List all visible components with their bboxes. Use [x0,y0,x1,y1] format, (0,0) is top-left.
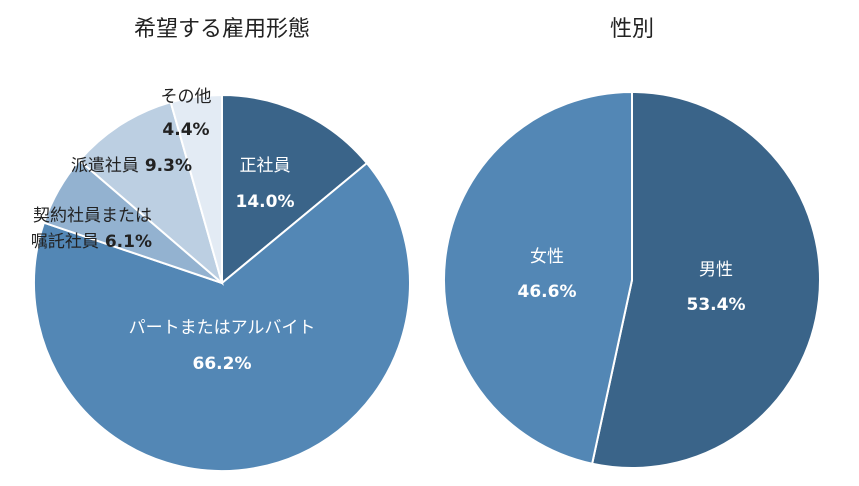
pie-slice-0-4 [169,93,223,284]
chart-title-gender: 性別 [610,17,654,42]
pie-slice-0-0 [221,93,369,286]
pie-slice-1-0 [590,90,821,469]
slice-value-0-0: 14.0% [236,192,295,212]
slice-value-1-1: 46.6% [518,282,577,302]
employment-pie [33,93,411,472]
slice-value-0-1: 66.2% [193,354,252,374]
slice-label-0-1: パートまたはアルバイト [129,318,316,338]
slice-label-1-0: 男性 [699,260,733,280]
gender-labels: 男性 53.4% 女性 46.6% [518,247,746,315]
slice-label-0-2: 契約社員または [33,206,152,226]
chart-title-employment: 希望する雇用形態 [134,17,310,42]
slice-value-0-4: 4.4% [162,120,209,140]
slice-label-0-0: 正社員 [240,156,291,176]
gender-pie [443,90,821,469]
slice-label-0-4: その他 [161,87,212,107]
slice-label-1-1: 女性 [530,247,564,267]
slice-label-0-2: 嘱託社員 6.1% [31,232,152,252]
pie-slice-0-3 [78,100,224,286]
pie-slice-1-1 [443,90,633,465]
slice-value-1-0: 53.4% [687,295,746,315]
slice-label-0-3: 派遣社員 9.3% [71,156,192,176]
pie-slice-0-1 [33,161,411,472]
